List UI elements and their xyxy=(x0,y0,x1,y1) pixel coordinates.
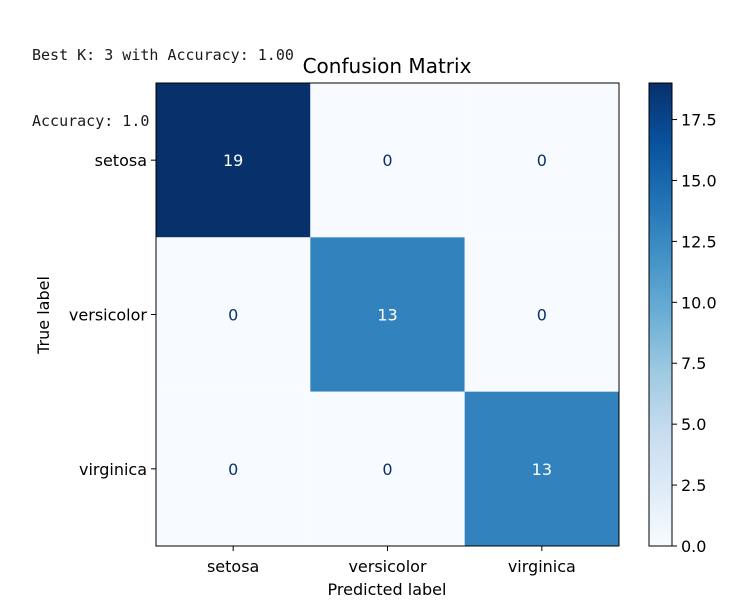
x-tick-label: virginica xyxy=(508,557,576,576)
heatmap-cell xyxy=(310,237,465,392)
colorbar-tick-label: 0.0 xyxy=(681,537,706,556)
console-line-best-k: Best K: 3 with Accuracy: 1.00 xyxy=(32,46,294,64)
heatmap-cell xyxy=(156,83,311,238)
y-tick-label: setosa xyxy=(95,151,147,170)
y-tick-label: versicolor xyxy=(69,306,147,325)
heatmap-cell xyxy=(310,83,465,238)
x-tick-label: versicolor xyxy=(348,557,426,576)
heatmap-cells: 19 0 0 0 13 0 0 0 13 xyxy=(156,83,619,546)
colorbar-tick-label: 12.5 xyxy=(681,232,717,251)
y-axis-label: True label xyxy=(34,276,53,355)
colorbar-tick-label: 10.0 xyxy=(681,293,717,312)
colorbar-tick-label: 15.0 xyxy=(681,171,717,190)
console-line-accuracy: Accuracy: 1.0 xyxy=(32,112,150,130)
console-output: Best K: 3 with Accuracy: 1.00 Accuracy: … xyxy=(32,0,294,154)
cell-value-label: 0 xyxy=(537,151,547,170)
cell-value-label: 0 xyxy=(228,460,238,479)
y-tick-label: virginica xyxy=(79,460,147,479)
colorbar-tick-label: 7.5 xyxy=(681,354,706,373)
cell-value-label: 0 xyxy=(382,151,392,170)
colorbar-tick-label: 17.5 xyxy=(681,111,717,130)
cell-value-label: 0 xyxy=(228,306,238,325)
colorbar-ticks: 0.0 2.5 5.0 7.5 10.0 12.5 15.0 17.5 xyxy=(672,111,717,556)
heatmap-cell xyxy=(464,83,619,238)
heatmap-cell xyxy=(310,391,465,546)
cell-value-label: 0 xyxy=(537,306,547,325)
x-tick-label: setosa xyxy=(207,557,259,576)
cell-value-label: 19 xyxy=(223,151,243,170)
chart-title: Confusion Matrix xyxy=(303,54,472,78)
heatmap-cell xyxy=(464,391,619,546)
cell-value-label: 13 xyxy=(532,460,552,479)
heatmap-cell xyxy=(156,391,311,546)
x-axis-ticks: setosa versicolor virginica xyxy=(207,546,576,576)
colorbar-tick-label: 5.0 xyxy=(681,415,706,434)
heatmap-cell xyxy=(156,237,311,392)
cell-value-label: 0 xyxy=(382,460,392,479)
x-axis-label: Predicted label xyxy=(328,580,447,599)
colorbar-tick-label: 2.5 xyxy=(681,476,706,495)
colorbar xyxy=(648,82,673,547)
heatmap-cell xyxy=(464,237,619,392)
y-axis-ticks: setosa versicolor virginica xyxy=(69,151,156,479)
cell-value-label: 13 xyxy=(377,306,397,325)
